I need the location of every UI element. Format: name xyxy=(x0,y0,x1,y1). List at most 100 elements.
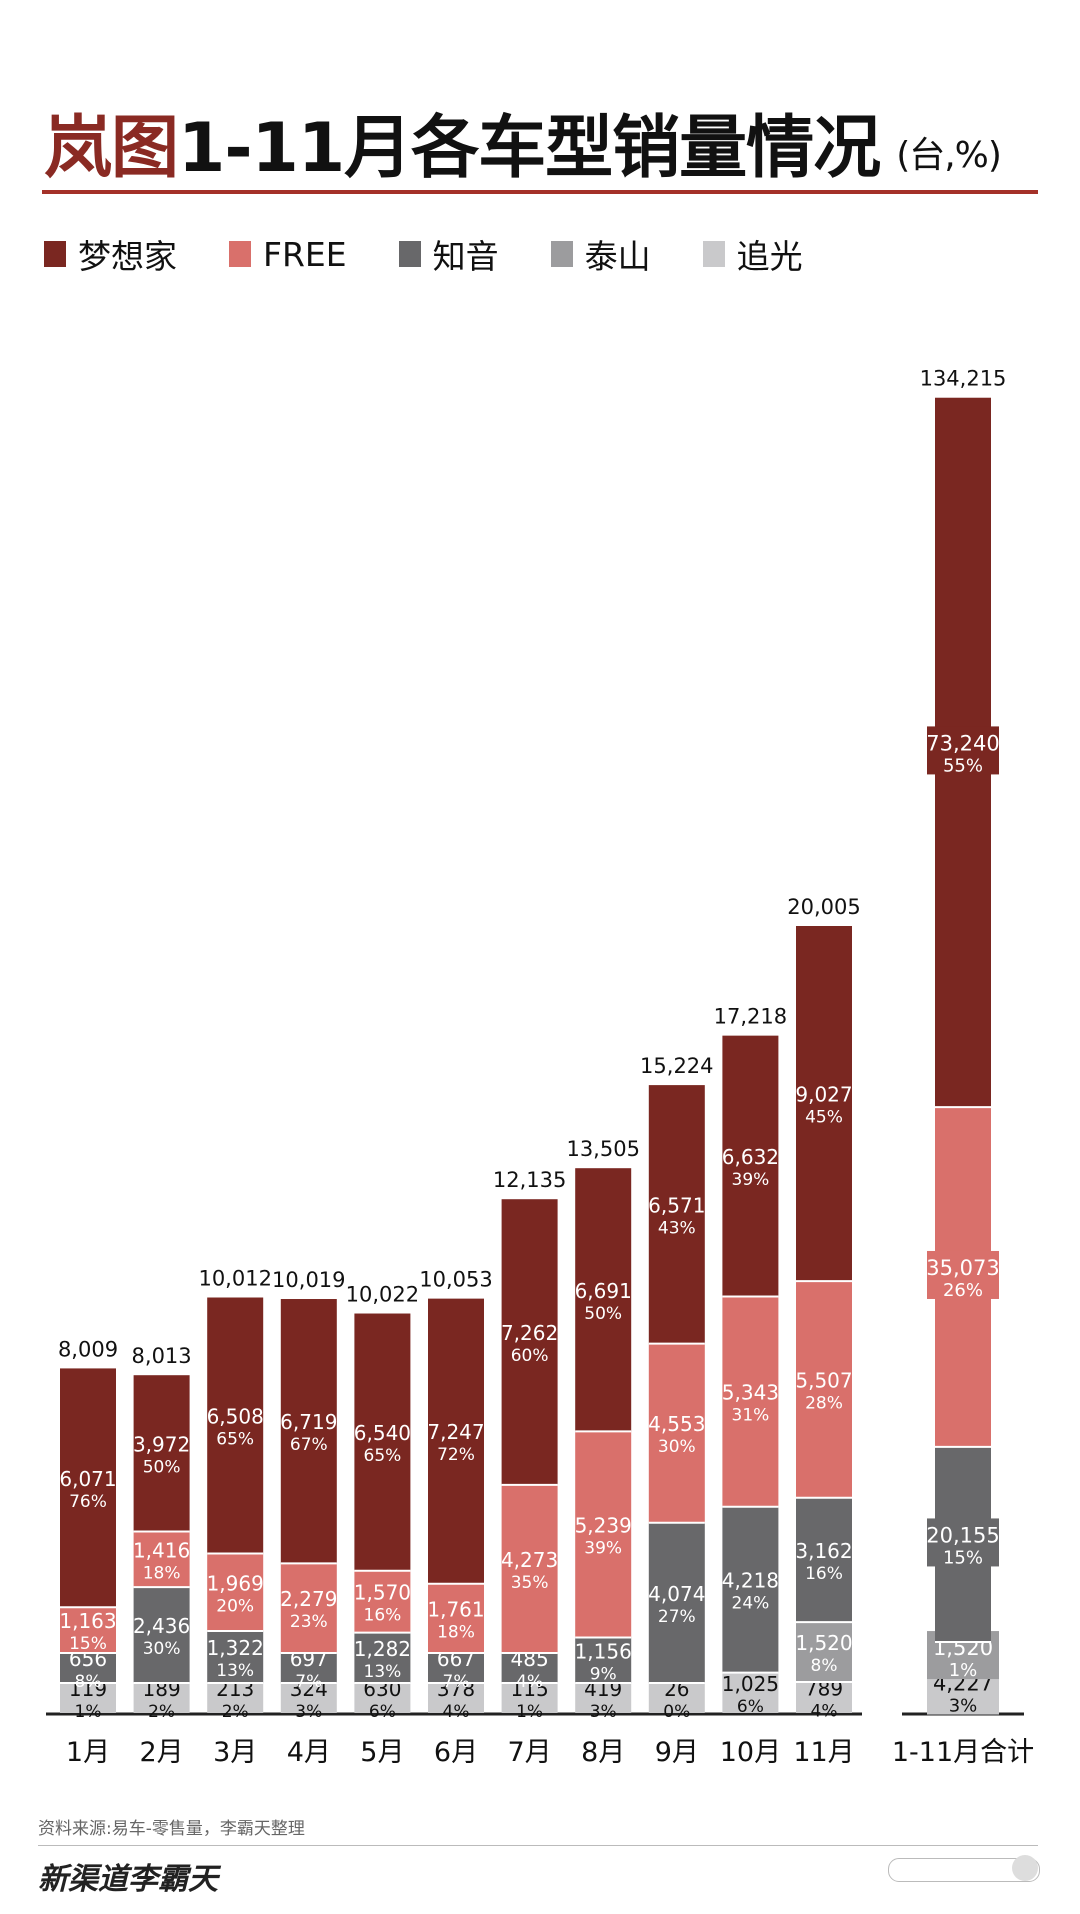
total-label-box xyxy=(927,726,999,775)
legend-item-zhuiguang: 追光 xyxy=(702,230,803,278)
segment-percent-label: 39% xyxy=(584,1538,622,1558)
bar-segment xyxy=(648,1343,705,1523)
bar-total-label: 15,224 xyxy=(640,1054,713,1078)
bar-total-label: 10,053 xyxy=(419,1268,492,1292)
segment-percent-label: 39% xyxy=(732,1170,770,1190)
bar-segment xyxy=(722,1296,779,1507)
segment-percent-label: 1% xyxy=(516,1702,543,1722)
segment-value-label: 6,508 xyxy=(207,1405,264,1429)
segment-percent-label: 55% xyxy=(943,755,983,776)
legend-swatch xyxy=(398,241,421,267)
segment-percent-label: 7% xyxy=(295,1672,322,1692)
bar-segment xyxy=(796,1622,852,1682)
x-tick-label: 2月 xyxy=(140,1737,184,1768)
footer-divider xyxy=(38,1845,1038,1846)
bar-segment xyxy=(501,1199,558,1485)
title-divider xyxy=(42,190,1038,194)
bar-segment xyxy=(60,1368,116,1608)
bar-segment xyxy=(280,1563,337,1653)
bar-segment xyxy=(428,1583,484,1653)
legend-label: 梦想家 xyxy=(78,237,177,276)
segment-percent-label: 60% xyxy=(511,1346,549,1366)
segment-percent-label: 30% xyxy=(143,1639,181,1659)
segment-value-label: 5,343 xyxy=(722,1381,779,1405)
segment-percent-label: 18% xyxy=(437,1622,475,1642)
segment-percent-label: 65% xyxy=(216,1430,254,1450)
total-label-box xyxy=(927,1250,999,1299)
legend-item-free: FREE xyxy=(229,235,347,274)
bar-total-label: 8,009 xyxy=(58,1337,118,1361)
bar-segment xyxy=(354,1683,411,1713)
segment-percent-label: 50% xyxy=(143,1457,181,1477)
segment-percent-label: 1% xyxy=(949,1660,978,1681)
segment-percent-label: 4% xyxy=(811,1701,838,1721)
segment-value-label: 1,969 xyxy=(207,1571,264,1595)
bar-segment xyxy=(796,926,852,1282)
segment-percent-label: 13% xyxy=(216,1661,254,1681)
segment-percent-label: 65% xyxy=(364,1446,402,1466)
bar-segment xyxy=(575,1168,632,1432)
x-tick-label: 6月 xyxy=(434,1737,478,1768)
bar-segment xyxy=(796,1681,852,1713)
segment-value-label: 6,691 xyxy=(575,1279,632,1303)
bar-segment xyxy=(575,1683,632,1713)
segment-value-label: 73,240 xyxy=(926,731,999,755)
segment-value-label: 5,507 xyxy=(795,1368,852,1392)
segment-percent-label: 3% xyxy=(295,1702,322,1722)
bar-segment xyxy=(501,1484,558,1653)
bar-segment xyxy=(722,1506,779,1673)
segment-value-label: 6,540 xyxy=(354,1421,411,1445)
bar-total-label: 134,215 xyxy=(920,367,1007,391)
chart-title: 岚图1-11月各车型销量情况 (台,%) xyxy=(44,92,1002,191)
segment-percent-label: 67% xyxy=(290,1435,328,1455)
segment-percent-label: 23% xyxy=(290,1612,328,1632)
bar-segment xyxy=(280,1653,337,1683)
segment-percent-label: 6% xyxy=(369,1702,396,1722)
segment-percent-label: 30% xyxy=(658,1437,696,1457)
legend: 梦想家 FREE 知音 泰山 追光 xyxy=(44,232,855,276)
bar-segment xyxy=(133,1531,190,1588)
bar-segment xyxy=(60,1607,116,1653)
segment-percent-label: 1% xyxy=(75,1702,102,1722)
bar-segment xyxy=(133,1587,190,1683)
x-tick-label: 5月 xyxy=(360,1737,404,1768)
segment-percent-label: 28% xyxy=(805,1393,843,1413)
segment-value-label: 4,273 xyxy=(501,1548,558,1572)
segment-value-label: 4,074 xyxy=(648,1582,705,1606)
segment-value-label: 9,027 xyxy=(795,1083,852,1107)
bar-total-label: 20,005 xyxy=(787,895,860,919)
segment-value-label: 1,520 xyxy=(795,1631,852,1655)
legend-label: 追光 xyxy=(736,237,803,276)
bar-segment xyxy=(796,1281,852,1498)
bar-segment xyxy=(501,1653,558,1683)
segment-percent-label: 2% xyxy=(222,1702,249,1722)
bar-segment xyxy=(207,1630,264,1683)
segment-value-label: 6,632 xyxy=(722,1145,779,1169)
x-tick-label: 1月 xyxy=(66,1737,110,1768)
legend-swatch xyxy=(44,241,66,267)
segment-percent-label: 7% xyxy=(443,1672,470,1692)
bar-segment xyxy=(280,1683,337,1713)
bar-segment xyxy=(648,1683,705,1713)
bar-segment xyxy=(428,1683,484,1713)
segment-value-label: 20,155 xyxy=(926,1523,999,1547)
bar-segment xyxy=(354,1313,411,1571)
segment-percent-label: 72% xyxy=(437,1445,475,1465)
segment-percent-label: 31% xyxy=(732,1406,770,1426)
segment-value-label: 1,282 xyxy=(354,1637,411,1661)
legend-label: FREE xyxy=(263,234,347,274)
segment-value-label: 2,436 xyxy=(133,1614,190,1638)
bar-segment xyxy=(207,1297,264,1554)
bar-segment xyxy=(60,1683,116,1713)
segment-percent-label: 4% xyxy=(516,1672,543,1692)
segment-percent-label: 9% xyxy=(590,1664,617,1684)
legend-swatch xyxy=(702,241,725,267)
legend-item-taishan: 泰山 xyxy=(550,230,651,278)
legend-item-mengxiangjia: 梦想家 xyxy=(44,230,177,278)
segment-percent-label: 43% xyxy=(658,1218,696,1238)
segment-percent-label: 35% xyxy=(511,1573,549,1593)
segment-value-label: 5,239 xyxy=(575,1513,632,1537)
x-tick-label: 8月 xyxy=(581,1737,625,1768)
segment-percent-label: 15% xyxy=(943,1547,983,1568)
